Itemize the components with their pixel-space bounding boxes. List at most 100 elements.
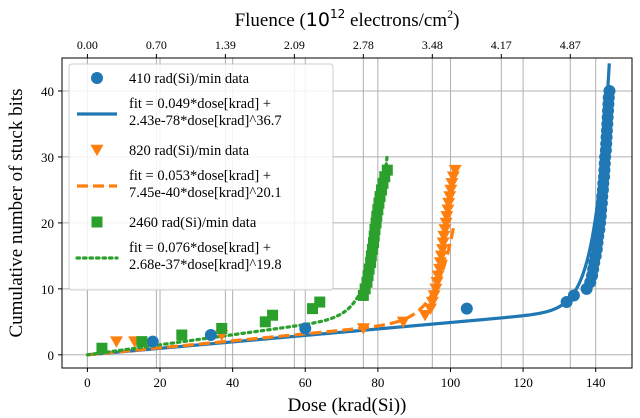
data-point-square-21 <box>372 204 384 216</box>
x-tick-label-6: 120 <box>513 375 533 390</box>
legend-marker-2 <box>90 144 104 157</box>
data-point-circle-3 <box>460 302 473 315</box>
data-point-square-23 <box>374 191 386 203</box>
legend-label-3-line2: 7.45e-40*dose[krad]^20.1 <box>129 185 282 201</box>
data-point-triangle-down-8 <box>427 290 441 302</box>
plot-frame <box>61 57 633 369</box>
data-point-square-27 <box>381 164 393 176</box>
data-point-circle-36 <box>603 84 616 97</box>
y-tick-label-3: 30 <box>41 150 54 165</box>
data-point-square-22 <box>373 197 385 209</box>
top-axis-label-mantissa: 10 <box>306 9 330 31</box>
data-point-square-13 <box>365 256 377 268</box>
top-axis-label-superscript: 2 <box>447 7 453 21</box>
legend-label-5-line2: 2.68e-37*dose[krad]^19.8 <box>129 257 282 273</box>
data-point-square-6 <box>307 303 319 315</box>
data-point-triangle-down-23 <box>443 191 457 203</box>
data-point-triangle-down-16 <box>436 237 450 249</box>
fit-line-1 <box>87 224 456 357</box>
top-tick-label-0: 0.00 <box>77 38 98 52</box>
data-point-triangle-down-7 <box>425 296 439 309</box>
data-point-square-10 <box>361 276 373 288</box>
x-tick-label-7: 140 <box>586 375 606 390</box>
y-tick-label-0: 0 <box>48 348 55 363</box>
data-point-triangle-down-12 <box>433 263 447 276</box>
legend-label-5: fit = 0.076*dose[krad] + <box>129 240 271 256</box>
data-point-triangle-down-25 <box>445 178 459 190</box>
data-point-triangle-down-0 <box>109 336 123 348</box>
legend: 410 rad(Si)/min data fit = 0.049*dose[kra… <box>68 63 334 291</box>
x-tick-label-3: 60 <box>299 375 312 390</box>
data-point-triangle-down-18 <box>438 224 452 236</box>
data-point-square-26 <box>379 171 391 183</box>
data-point-square-8 <box>357 289 369 301</box>
data-point-triangle-down-22 <box>442 197 456 210</box>
data-point-triangle-down-27 <box>448 164 462 177</box>
data-point-square-1 <box>136 336 148 348</box>
legend-box <box>68 63 334 291</box>
top-axis-label-end: ) <box>453 10 459 31</box>
data-point-circle-2 <box>299 322 312 335</box>
data-point-triangle-down-13 <box>433 257 447 269</box>
data-point-square-7 <box>314 296 326 308</box>
legend-label-2: 820 rad(Si)/min data <box>129 143 250 159</box>
top-tick-label-2: 1.39 <box>215 38 236 52</box>
fit-line-2 <box>85 155 389 357</box>
top-tick-label-3: 2.09 <box>284 38 305 52</box>
data-point-triangle-down-19 <box>439 217 453 230</box>
data-point-triangle-down-3 <box>356 323 370 335</box>
x-tick-label-1: 20 <box>154 375 167 390</box>
top-axis-label: Fluence (1012 electrons/cm2) <box>235 7 460 31</box>
data-point-triangle-down-9 <box>429 283 443 296</box>
top-tick-label-6: 4.17 <box>491 38 512 52</box>
data-point-square-12 <box>363 263 375 275</box>
data-point-square-25 <box>377 177 389 189</box>
y-axis-label: Cumulative number of stuck bits <box>6 88 27 337</box>
data-point-square-14 <box>365 250 377 262</box>
data-point-square-3 <box>216 322 228 334</box>
x-axis-label: Dose (krad(Si)) <box>288 395 407 416</box>
legend-marker-0 <box>91 72 103 84</box>
marker-layer <box>96 84 616 354</box>
data-point-triangle-down-20 <box>440 211 454 223</box>
legend-label-3: fit = 0.053*dose[krad] + <box>129 168 271 184</box>
top-tick-label-5: 3.48 <box>422 38 443 52</box>
x-tick-label-5: 100 <box>441 375 461 390</box>
data-point-square-2 <box>176 329 188 341</box>
data-point-triangle-down-26 <box>446 171 460 183</box>
data-point-triangle-down-10 <box>430 277 444 289</box>
data-point-triangle-down-15 <box>435 244 449 256</box>
data-point-triangle-down-17 <box>437 230 451 243</box>
top-axis-label-exponent: 12 <box>330 7 345 21</box>
data-point-circle-5 <box>567 289 580 302</box>
fit-layer <box>85 63 611 357</box>
x-tick-label-2: 40 <box>226 375 239 390</box>
data-point-triangle-down-11 <box>431 270 445 282</box>
data-point-circle-1 <box>204 329 217 342</box>
top-tick-label-4: 2.78 <box>353 38 374 52</box>
data-point-triangle-down-4 <box>396 316 410 329</box>
data-point-triangle-down-21 <box>441 204 455 216</box>
top-tick-label-7: 4.87 <box>560 38 581 52</box>
data-point-square-20 <box>371 210 383 222</box>
data-point-square-4 <box>259 316 271 328</box>
data-point-square-5 <box>267 309 279 321</box>
data-point-circle-0 <box>146 335 159 348</box>
data-point-triangle-down-5 <box>418 310 432 322</box>
legend-label-4: 2460 rad(Si)/min data <box>129 215 257 231</box>
y-tick-label-1: 10 <box>41 282 54 297</box>
data-point-triangle-down-24 <box>444 184 458 197</box>
x-tick-label-0: 0 <box>84 375 91 390</box>
top-axis-label-main: Fluence ( <box>235 10 306 31</box>
data-point-square-9 <box>359 283 371 295</box>
legend-label-1: fit = 0.049*dose[krad] + <box>129 96 271 112</box>
data-point-square-0 <box>96 342 108 354</box>
data-point-square-16 <box>368 237 380 249</box>
y-tick-label-4: 40 <box>41 84 54 99</box>
legend-marker-4 <box>91 216 103 228</box>
legend-entries: 410 rad(Si)/min data fit = 0.049*dose[kra… <box>75 71 282 273</box>
data-point-square-11 <box>362 270 374 282</box>
data-point-square-15 <box>366 243 378 255</box>
